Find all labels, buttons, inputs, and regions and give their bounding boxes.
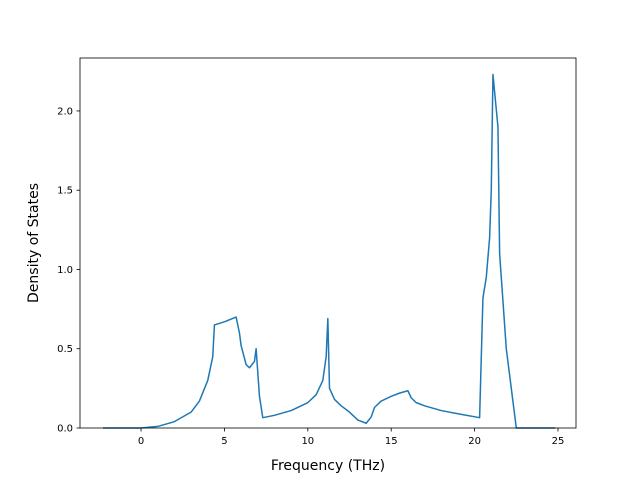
data-line bbox=[103, 73, 556, 429]
x-tick-label: 0 bbox=[138, 436, 144, 447]
x-tick-label: 25 bbox=[552, 436, 565, 447]
y-tick-label: 1.5 bbox=[57, 186, 73, 197]
y-tick-label: 0.5 bbox=[57, 344, 73, 355]
x-tick-label: 10 bbox=[301, 436, 314, 447]
y-tick-label: 0.0 bbox=[57, 424, 73, 435]
plot-frame bbox=[79, 57, 577, 429]
x-tick-label: 15 bbox=[385, 436, 398, 447]
x-tick-label: 5 bbox=[221, 436, 227, 447]
y-tick-label: 2.0 bbox=[57, 106, 73, 117]
x-axis-label: Frequency (THz) bbox=[271, 458, 385, 474]
x-tick-label: 20 bbox=[468, 436, 481, 447]
y-tick-label: 1.0 bbox=[57, 265, 73, 276]
y-axis-label: Density of States bbox=[26, 183, 42, 303]
